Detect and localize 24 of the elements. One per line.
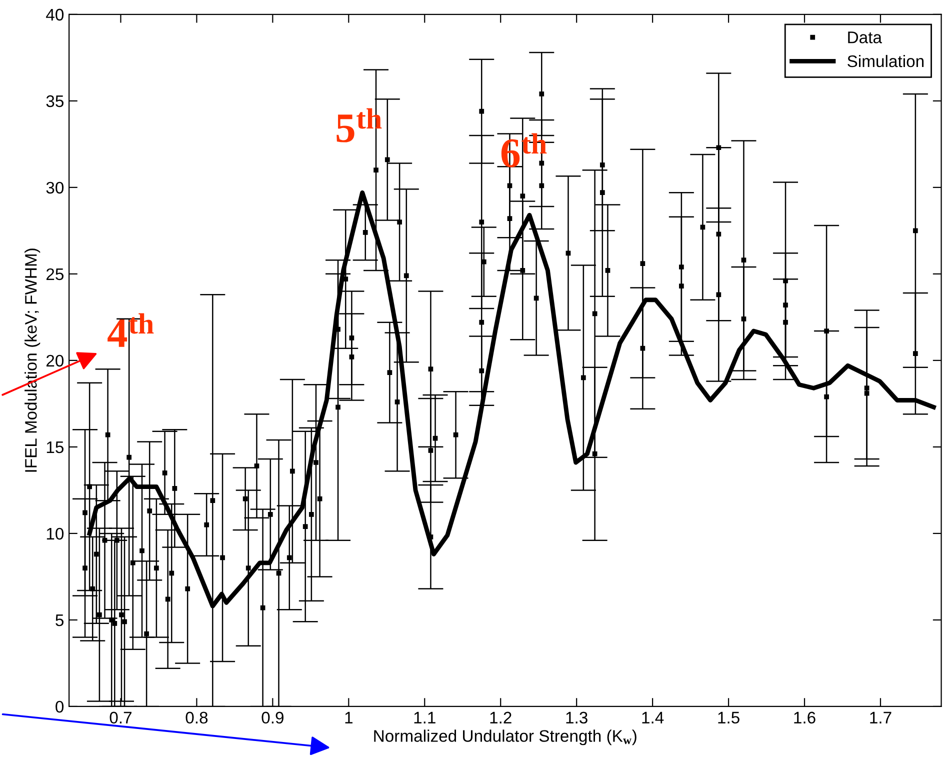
x-tick-label: 1.6 [794,712,816,724]
legend-label: Simulation [848,54,924,68]
y-tick-label: 0 [56,700,64,713]
y-tick-label: 10 [46,528,64,540]
x-tick-label: 0.9 [262,712,284,724]
y-tick-label: 20 [46,354,64,367]
y-tick-label: 40 [46,8,64,21]
y-tick-label: 25 [46,268,64,280]
x-tick-label: 1.5 [718,712,740,724]
y-tick-label: 35 [46,95,64,108]
y-axis-title: IFEL Modulation (keV; FWHM) [24,248,40,472]
x-tick-label: 0.8 [186,712,208,724]
x-tick-label: 1.7 [870,712,892,724]
y-tick-label: 30 [46,182,64,194]
x-tick-label: 1.1 [414,712,436,724]
x-tick-label: 0.7 [110,712,132,724]
y-tick-label: 15 [46,442,64,454]
x-tick-label: 1 [345,712,352,724]
x-tick-label: 1.2 [490,712,512,724]
y-tick-label: 5 [56,614,64,626]
x-tick-label: 1.3 [566,712,588,724]
legend-label: Data [848,32,882,44]
x-axis-title: Normalized Undulator Strength (K$_{w}$) [374,730,636,746]
x-tick-label: 1.4 [642,712,664,724]
